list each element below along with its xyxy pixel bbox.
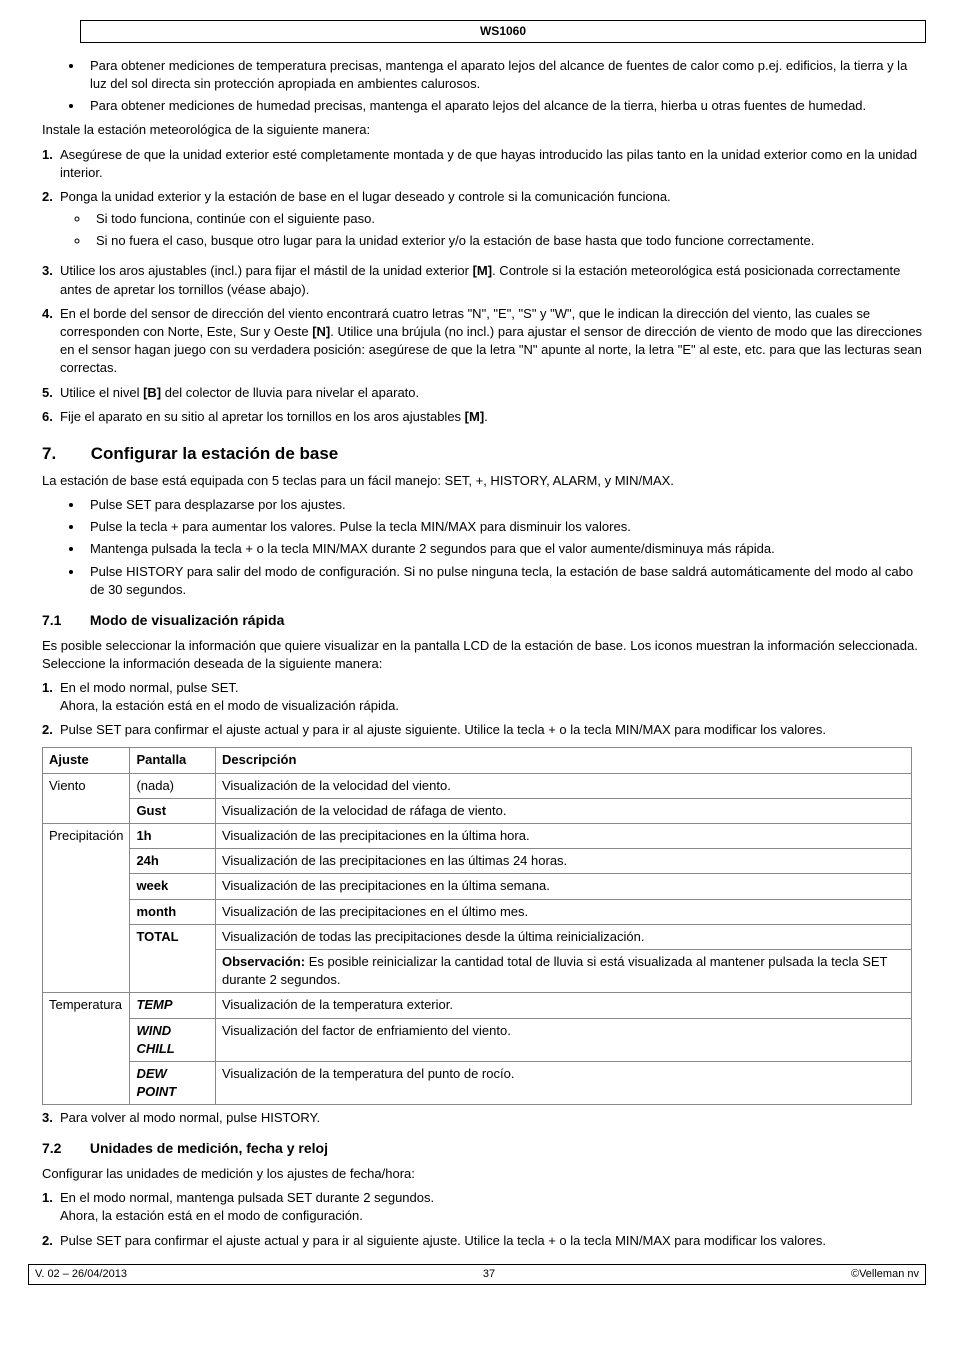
table-row: Viento (nada) Visualización de la veloci… — [43, 773, 912, 798]
list-item: Pulse la tecla + para aumentar los valor… — [84, 518, 926, 536]
th-ajuste: Ajuste — [43, 748, 130, 773]
sec71-step3: 3. Para volver al modo normal, pulse HIS… — [28, 1109, 926, 1127]
sec71-steps: 1. En el modo normal, pulse SET. Ahora, … — [28, 679, 926, 740]
list-item: Para obtener mediciones de temperatura p… — [84, 57, 926, 93]
step-number: 1. — [28, 679, 60, 715]
list-item: Si todo funciona, continúe con el siguie… — [90, 210, 926, 228]
cell: Visualización de las precipitaciones en … — [215, 874, 911, 899]
step-text-inner: Ponga la unidad exterior y la estación d… — [60, 189, 671, 204]
cell: Visualización de las precipitaciones en … — [215, 849, 911, 874]
intro-bullets: Para obtener mediciones de temperatura p… — [28, 57, 926, 116]
cell: DEW POINT — [130, 1061, 216, 1104]
step-number: 3. — [28, 262, 60, 298]
th-pantalla: Pantalla — [130, 748, 216, 773]
step-text: Pulse SET para confirmar el ajuste actua… — [60, 721, 926, 739]
cell: (nada) — [130, 773, 216, 798]
step-number: 1. — [28, 146, 60, 182]
step-number: 5. — [28, 384, 60, 402]
sec7-bullets: Pulse SET para desplazarse por los ajust… — [28, 496, 926, 599]
section-title: Unidades de medición, fecha y reloj — [90, 1140, 328, 1156]
cell: Precipitación — [43, 824, 130, 993]
section-71-heading: 7.1 Modo de visualización rápida — [42, 611, 926, 631]
header-model-box: WS1060 — [80, 20, 926, 43]
sec72-steps: 1. En el modo normal, mantenga pulsada S… — [28, 1189, 926, 1250]
step-number: 2. — [28, 721, 60, 739]
step-text: En el modo normal, pulse SET. Ahora, la … — [60, 679, 926, 715]
cell: month — [130, 899, 216, 924]
footer: V. 02 – 26/04/2013 37 ©Velleman nv — [28, 1264, 926, 1285]
cell: Viento — [43, 773, 130, 823]
settings-table: Ajuste Pantalla Descripción Viento (nada… — [42, 747, 912, 1105]
cell: Temperatura — [43, 993, 130, 1105]
substeps: Si todo funciona, continúe con el siguie… — [60, 210, 926, 250]
step-number: 4. — [28, 305, 60, 378]
install-steps: 1. Asegúrese de que la unidad exterior e… — [28, 146, 926, 426]
table-row: month Visualización de las precipitacion… — [43, 899, 912, 924]
cell: week — [130, 874, 216, 899]
table-row: DEW POINT Visualización de la temperatur… — [43, 1061, 912, 1104]
section-number: 7.2 — [42, 1139, 86, 1159]
step-text: Ponga la unidad exterior y la estación d… — [60, 188, 926, 257]
table-row: TOTAL Visualización de todas las precipi… — [43, 924, 912, 949]
table-row: week Visualización de las precipitacione… — [43, 874, 912, 899]
list-item: Mantenga pulsada la tecla + o la tecla M… — [84, 540, 926, 558]
cell: Visualización de la temperatura del punt… — [215, 1061, 911, 1104]
step-number: 2. — [28, 1232, 60, 1250]
cell: TOTAL — [130, 924, 216, 993]
step-text: En el modo normal, mantenga pulsada SET … — [60, 1189, 926, 1225]
step-text: Fije el aparato en su sitio al apretar l… — [60, 408, 926, 426]
section-number: 7.1 — [42, 611, 86, 631]
cell: Visualización de las precipitaciones en … — [215, 824, 911, 849]
cell: Gust — [130, 798, 216, 823]
section-7-heading: 7. Configurar la estación de base — [42, 442, 926, 466]
cell: Visualización de la velocidad de ráfaga … — [215, 798, 911, 823]
step-text: Utilice los aros ajustables (incl.) para… — [60, 262, 926, 298]
cell: 1h — [130, 824, 216, 849]
footer-center: 37 — [483, 1267, 495, 1282]
cell: WIND CHILL — [130, 1018, 216, 1061]
sec71-intro: Es posible seleccionar la información qu… — [42, 637, 926, 673]
list-item: Si no fuera el caso, busque otro lugar p… — [90, 232, 926, 250]
cell: 24h — [130, 849, 216, 874]
table-row: Precipitación 1h Visualización de las pr… — [43, 824, 912, 849]
cell: Visualización de la velocidad del viento… — [215, 773, 911, 798]
cell: Observación: Es posible reinicializar la… — [215, 949, 911, 992]
list-item: Para obtener mediciones de humedad preci… — [84, 97, 926, 115]
cell: Visualización de la temperatura exterior… — [215, 993, 911, 1018]
intro-line: Instale la estación meteorológica de la … — [42, 121, 926, 139]
footer-right: ©Velleman nv — [851, 1267, 919, 1282]
step-text: En el borde del sensor de dirección del … — [60, 305, 926, 378]
list-item: Pulse SET para desplazarse por los ajust… — [84, 496, 926, 514]
step-text: Para volver al modo normal, pulse HISTOR… — [60, 1109, 926, 1127]
section-title: Modo de visualización rápida — [90, 612, 284, 628]
table-header-row: Ajuste Pantalla Descripción — [43, 748, 912, 773]
list-item: Pulse HISTORY para salir del modo de con… — [84, 563, 926, 599]
section-title: Configurar la estación de base — [91, 444, 339, 463]
section-number: 7. — [42, 442, 86, 466]
table-row: Temperatura TEMP Visualización de la tem… — [43, 993, 912, 1018]
step-number: 2. — [28, 188, 60, 257]
step-text: Utilice el nivel [B] del colector de llu… — [60, 384, 926, 402]
cell: TEMP — [130, 993, 216, 1018]
sec72-intro: Configurar las unidades de medición y lo… — [42, 1165, 926, 1183]
cell: Visualización del factor de enfriamiento… — [215, 1018, 911, 1061]
sec7-intro: La estación de base está equipada con 5 … — [42, 472, 926, 490]
footer-left: V. 02 – 26/04/2013 — [35, 1267, 127, 1282]
step-number: 3. — [28, 1109, 60, 1127]
cell: Visualización de las precipitaciones en … — [215, 899, 911, 924]
table-row: Gust Visualización de la velocidad de rá… — [43, 798, 912, 823]
cell: Visualización de todas las precipitacion… — [215, 924, 911, 949]
step-text: Pulse SET para confirmar el ajuste actua… — [60, 1232, 926, 1250]
step-number: 1. — [28, 1189, 60, 1225]
th-descripcion: Descripción — [215, 748, 911, 773]
section-72-heading: 7.2 Unidades de medición, fecha y reloj — [42, 1139, 926, 1159]
table-row: WIND CHILL Visualización del factor de e… — [43, 1018, 912, 1061]
step-number: 6. — [28, 408, 60, 426]
header-model: WS1060 — [480, 24, 526, 38]
step-text: Asegúrese de que la unidad exterior esté… — [60, 146, 926, 182]
table-row: 24h Visualización de las precipitaciones… — [43, 849, 912, 874]
